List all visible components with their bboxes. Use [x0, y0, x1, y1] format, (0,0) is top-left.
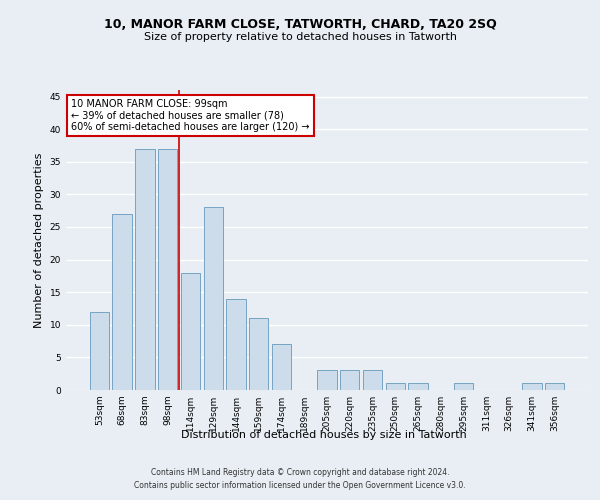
- Bar: [272, 344, 291, 390]
- Bar: [317, 370, 337, 390]
- Bar: [363, 370, 382, 390]
- Bar: [249, 318, 268, 390]
- Bar: [386, 384, 405, 390]
- Text: Size of property relative to detached houses in Tatworth: Size of property relative to detached ho…: [143, 32, 457, 42]
- Text: Contains public sector information licensed under the Open Government Licence v3: Contains public sector information licen…: [134, 482, 466, 490]
- Y-axis label: Number of detached properties: Number of detached properties: [34, 152, 44, 328]
- Bar: [340, 370, 359, 390]
- Bar: [409, 384, 428, 390]
- Bar: [522, 384, 542, 390]
- Bar: [454, 384, 473, 390]
- Text: Contains HM Land Registry data © Crown copyright and database right 2024.: Contains HM Land Registry data © Crown c…: [151, 468, 449, 477]
- Bar: [181, 272, 200, 390]
- Bar: [90, 312, 109, 390]
- Bar: [135, 148, 155, 390]
- Bar: [203, 208, 223, 390]
- Bar: [158, 148, 178, 390]
- Text: Distribution of detached houses by size in Tatworth: Distribution of detached houses by size …: [181, 430, 467, 440]
- Bar: [112, 214, 132, 390]
- Text: 10 MANOR FARM CLOSE: 99sqm
← 39% of detached houses are smaller (78)
60% of semi: 10 MANOR FARM CLOSE: 99sqm ← 39% of deta…: [71, 99, 310, 132]
- Bar: [545, 384, 564, 390]
- Text: 10, MANOR FARM CLOSE, TATWORTH, CHARD, TA20 2SQ: 10, MANOR FARM CLOSE, TATWORTH, CHARD, T…: [104, 18, 496, 30]
- Bar: [226, 298, 245, 390]
